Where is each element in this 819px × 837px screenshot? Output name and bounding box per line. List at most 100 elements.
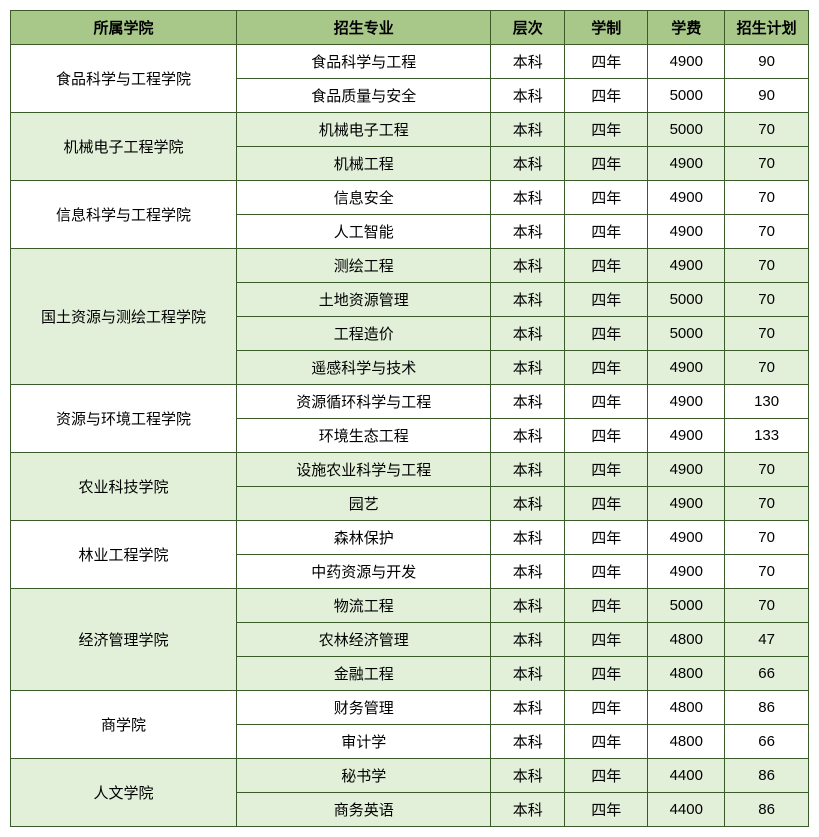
major-cell: 信息安全 [237,181,491,215]
level-cell: 本科 [491,113,565,147]
header-college: 所属学院 [11,11,237,45]
level-cell: 本科 [491,623,565,657]
duration-cell: 四年 [565,453,648,487]
major-cell: 商务英语 [237,793,491,827]
table-row: 商学院财务管理本科四年480086 [11,691,809,725]
fee-cell: 5000 [648,589,725,623]
level-cell: 本科 [491,181,565,215]
fee-cell: 4900 [648,453,725,487]
fee-cell: 4800 [648,657,725,691]
header-major: 招生专业 [237,11,491,45]
duration-cell: 四年 [565,623,648,657]
major-cell: 财务管理 [237,691,491,725]
duration-cell: 四年 [565,691,648,725]
college-cell: 机械电子工程学院 [11,113,237,181]
major-cell: 中药资源与开发 [237,555,491,589]
plan-cell: 70 [725,555,809,589]
plan-cell: 70 [725,317,809,351]
table-row: 机械电子工程学院机械电子工程本科四年500070 [11,113,809,147]
table-row: 食品科学与工程学院食品科学与工程本科四年490090 [11,45,809,79]
level-cell: 本科 [491,453,565,487]
fee-cell: 4900 [648,419,725,453]
college-cell: 信息科学与工程学院 [11,181,237,249]
plan-cell: 70 [725,147,809,181]
duration-cell: 四年 [565,113,648,147]
fee-cell: 4900 [648,45,725,79]
major-cell: 环境生态工程 [237,419,491,453]
fee-cell: 4800 [648,691,725,725]
fee-cell: 4900 [648,249,725,283]
duration-cell: 四年 [565,45,648,79]
table-row: 资源与环境工程学院资源循环科学与工程本科四年4900130 [11,385,809,419]
plan-cell: 70 [725,181,809,215]
duration-cell: 四年 [565,181,648,215]
level-cell: 本科 [491,487,565,521]
fee-cell: 4400 [648,793,725,827]
fee-cell: 4400 [648,759,725,793]
major-cell: 设施农业科学与工程 [237,453,491,487]
plan-cell: 70 [725,283,809,317]
plan-cell: 70 [725,351,809,385]
level-cell: 本科 [491,215,565,249]
fee-cell: 4900 [648,351,725,385]
duration-cell: 四年 [565,521,648,555]
college-cell: 农业科技学院 [11,453,237,521]
major-cell: 食品质量与安全 [237,79,491,113]
major-cell: 农林经济管理 [237,623,491,657]
duration-cell: 四年 [565,657,648,691]
fee-cell: 5000 [648,283,725,317]
table-body: 食品科学与工程学院食品科学与工程本科四年490090食品质量与安全本科四年500… [11,45,809,827]
fee-cell: 4900 [648,555,725,589]
duration-cell: 四年 [565,283,648,317]
plan-cell: 130 [725,385,809,419]
plan-cell: 66 [725,657,809,691]
level-cell: 本科 [491,249,565,283]
plan-cell: 70 [725,249,809,283]
header-fee: 学费 [648,11,725,45]
duration-cell: 四年 [565,385,648,419]
plan-cell: 70 [725,113,809,147]
level-cell: 本科 [491,283,565,317]
table-row: 林业工程学院森林保护本科四年490070 [11,521,809,555]
header-plan: 招生计划 [725,11,809,45]
plan-cell: 66 [725,725,809,759]
plan-cell: 70 [725,487,809,521]
table-row: 经济管理学院物流工程本科四年500070 [11,589,809,623]
fee-cell: 4900 [648,487,725,521]
major-cell: 测绘工程 [237,249,491,283]
fee-cell: 4900 [648,181,725,215]
header-row: 所属学院 招生专业 层次 学制 学费 招生计划 [11,11,809,45]
fee-cell: 4800 [648,725,725,759]
level-cell: 本科 [491,657,565,691]
major-cell: 资源循环科学与工程 [237,385,491,419]
major-cell: 物流工程 [237,589,491,623]
duration-cell: 四年 [565,351,648,385]
level-cell: 本科 [491,725,565,759]
major-cell: 工程造价 [237,317,491,351]
duration-cell: 四年 [565,589,648,623]
college-cell: 资源与环境工程学院 [11,385,237,453]
duration-cell: 四年 [565,147,648,181]
level-cell: 本科 [491,317,565,351]
duration-cell: 四年 [565,759,648,793]
duration-cell: 四年 [565,419,648,453]
major-cell: 森林保护 [237,521,491,555]
table-row: 农业科技学院设施农业科学与工程本科四年490070 [11,453,809,487]
fee-cell: 4900 [648,147,725,181]
admissions-table: 所属学院 招生专业 层次 学制 学费 招生计划 食品科学与工程学院食品科学与工程… [10,10,809,827]
major-cell: 审计学 [237,725,491,759]
table-row: 国土资源与测绘工程学院测绘工程本科四年490070 [11,249,809,283]
fee-cell: 4800 [648,623,725,657]
level-cell: 本科 [491,45,565,79]
duration-cell: 四年 [565,793,648,827]
level-cell: 本科 [491,555,565,589]
duration-cell: 四年 [565,215,648,249]
major-cell: 遥感科学与技术 [237,351,491,385]
college-cell: 经济管理学院 [11,589,237,691]
plan-cell: 70 [725,215,809,249]
college-cell: 国土资源与测绘工程学院 [11,249,237,385]
major-cell: 园艺 [237,487,491,521]
level-cell: 本科 [491,385,565,419]
plan-cell: 70 [725,521,809,555]
fee-cell: 4900 [648,521,725,555]
